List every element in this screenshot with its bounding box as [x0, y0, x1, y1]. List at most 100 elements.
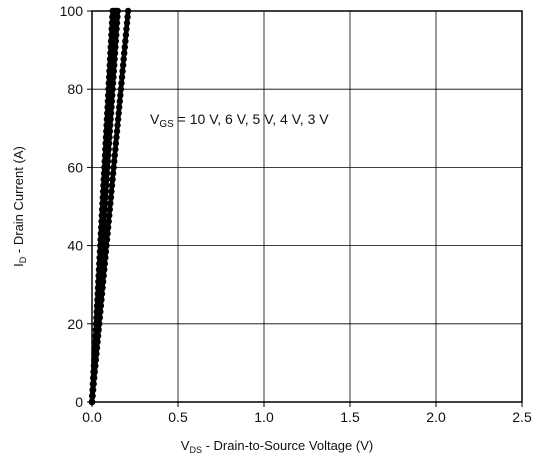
y-tick-label: 20 — [67, 316, 83, 332]
series-marker — [94, 338, 101, 346]
x-tick-label: 1.0 — [254, 409, 274, 425]
series-marker — [110, 164, 117, 171]
series-marker — [111, 61, 118, 69]
series-marker — [103, 236, 111, 243]
grid-lines — [92, 11, 522, 402]
series-marker — [114, 13, 121, 21]
series-marker — [108, 188, 115, 195]
x-axis-label-sub: DS — [189, 445, 202, 455]
series-marker — [109, 86, 116, 93]
x-tick-label: 2.5 — [512, 409, 532, 425]
plot-area-frame — [91, 10, 523, 403]
series-marker — [103, 182, 110, 189]
series-marker — [103, 170, 111, 177]
y-axis-label: ID - Drain Current (A) — [11, 146, 28, 267]
series-marker — [105, 218, 112, 225]
series-marker — [94, 332, 102, 340]
x-tick-label: 1.5 — [340, 409, 360, 425]
series-marker — [96, 320, 103, 327]
series-marker — [113, 31, 120, 39]
series-marker — [109, 79, 117, 87]
series-marker — [100, 218, 108, 225]
series-marker — [108, 182, 116, 189]
series-marker — [101, 260, 108, 267]
y-axis-label-rest: - Drain Current (A) — [11, 146, 26, 257]
series-marker — [107, 110, 115, 117]
series-marker — [112, 146, 119, 153]
x-tick-label: 0.5 — [168, 409, 188, 425]
series-marker — [96, 314, 103, 321]
series-marker — [106, 212, 113, 219]
series-marker — [108, 104, 115, 111]
series-marker — [97, 302, 105, 309]
series-marker — [114, 116, 122, 123]
series-marker — [100, 272, 107, 279]
series-marker — [104, 164, 111, 171]
series-marker — [113, 25, 120, 33]
series-marker — [93, 350, 100, 358]
series-marker — [119, 67, 126, 75]
series-marker — [122, 37, 129, 45]
series-marker — [104, 158, 112, 165]
series-marker — [99, 278, 107, 285]
series-marker — [117, 92, 124, 99]
series-marker — [111, 55, 118, 63]
series-marker — [109, 92, 116, 99]
series-marker — [118, 79, 125, 87]
series-marker — [100, 224, 107, 231]
series-marker — [110, 73, 117, 81]
vgs-annotation: VGS = 10 V, 6 V, 5 V, 4 V, 3 V — [150, 111, 329, 130]
y-axis-label-main: I — [11, 263, 26, 267]
x-tick-label: 2.0 — [426, 409, 446, 425]
series-marker — [101, 200, 109, 207]
series-marker — [103, 176, 110, 183]
series-marker — [119, 61, 127, 69]
series-marker — [101, 266, 108, 273]
y-tick-label: 60 — [67, 159, 83, 175]
series-marker — [102, 254, 109, 261]
series-marker — [107, 194, 115, 201]
series-marker — [102, 248, 110, 255]
series-marker — [121, 49, 128, 57]
series-marker — [124, 13, 131, 21]
series-marker — [108, 98, 116, 105]
series-marker — [113, 134, 120, 141]
series-marker — [99, 230, 107, 237]
series-marker — [123, 25, 130, 33]
series-marker — [113, 128, 121, 135]
series-marker — [107, 200, 114, 207]
series-marker — [112, 140, 120, 147]
vgs-annotation-rest: = 10 V, 6 V, 5 V, 4 V, 3 V — [174, 111, 329, 127]
series-marker — [105, 146, 112, 153]
series-marker — [102, 188, 110, 195]
series-marker — [109, 170, 117, 177]
series-marker — [111, 152, 118, 159]
series-marker — [101, 206, 108, 213]
series-marker — [91, 368, 98, 376]
series-marker — [98, 296, 105, 303]
y-tick-label: 80 — [67, 81, 83, 97]
series-marker — [113, 19, 121, 27]
series-marker — [104, 230, 111, 237]
vgs-annotation-main: V — [150, 111, 160, 127]
series-marker — [102, 194, 109, 201]
y-tick-label: 40 — [67, 238, 83, 254]
series-marker — [112, 43, 119, 51]
series-marker — [107, 122, 114, 129]
series-marker — [106, 128, 114, 135]
series-marker — [123, 19, 131, 27]
y-axis-label-sub: D — [18, 256, 28, 263]
series-marker — [115, 110, 122, 117]
series-marker — [111, 49, 119, 57]
series-marker — [97, 308, 104, 315]
series-marker — [93, 344, 101, 352]
x-axis-label-rest: - Drain-to-Source Voltage (V) — [202, 438, 373, 453]
series-marker — [95, 326, 102, 334]
x-axis-label-main: V — [181, 438, 190, 453]
series-marker — [114, 122, 121, 129]
series-marker — [106, 134, 113, 141]
x-axis-label: VDS - Drain-to-Source Voltage (V) — [181, 438, 373, 455]
